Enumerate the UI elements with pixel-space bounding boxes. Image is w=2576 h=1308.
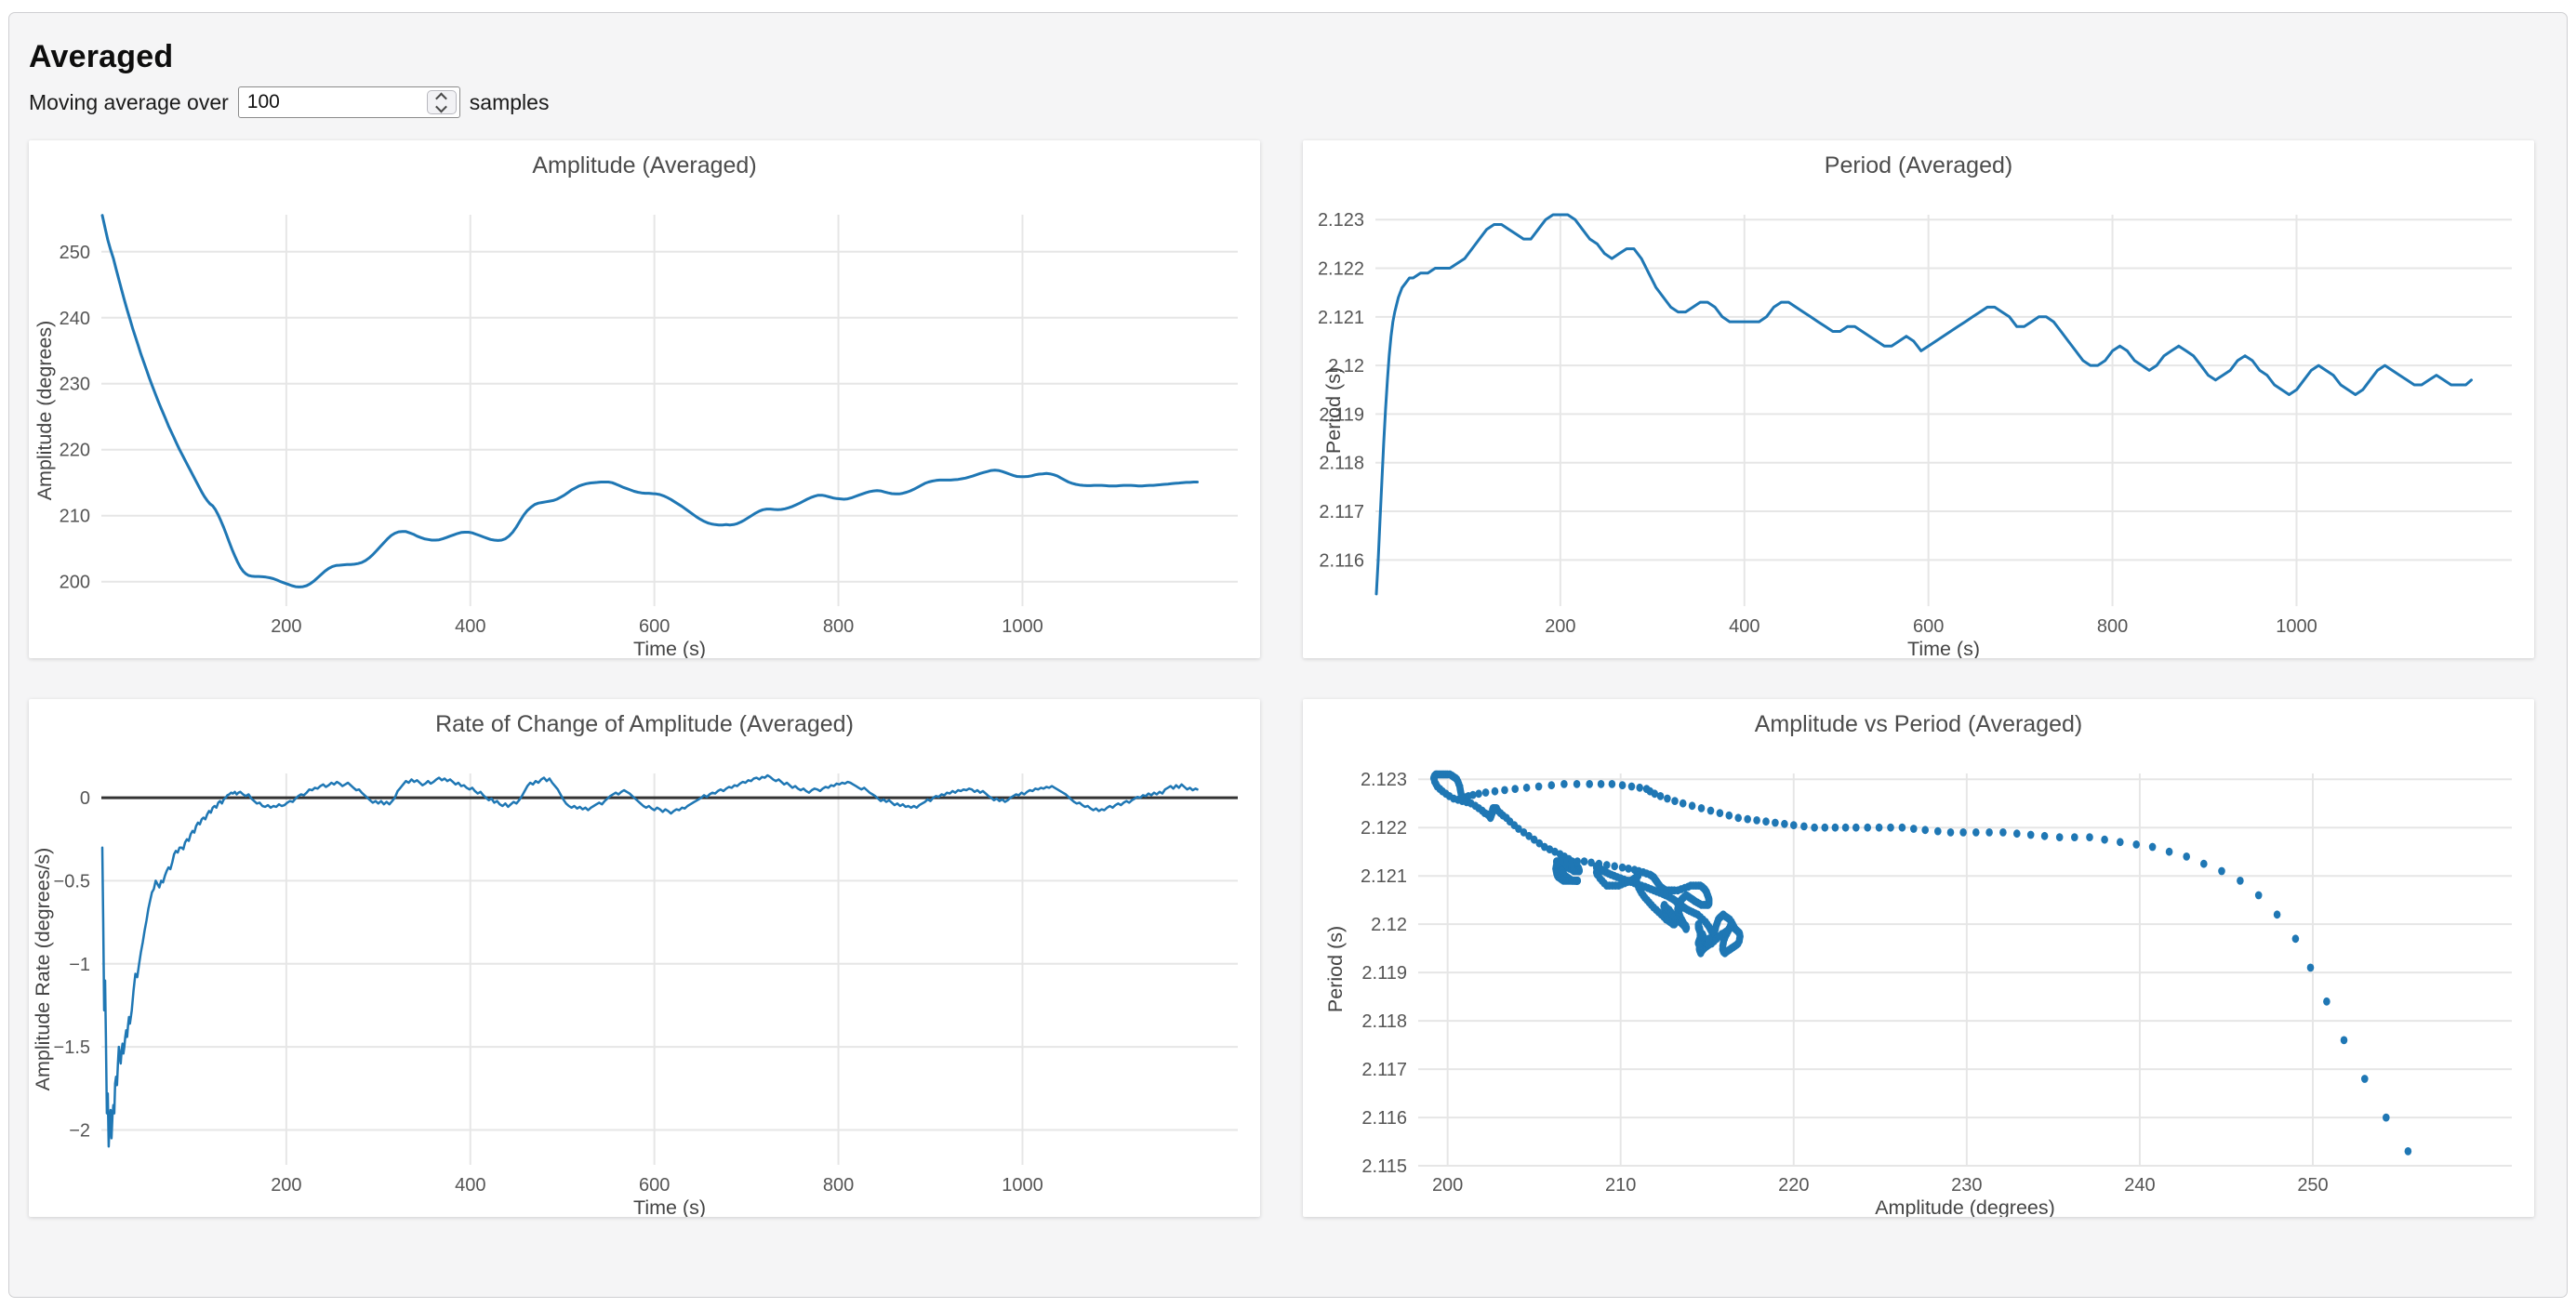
svg-text:220: 220 [1778, 1175, 1809, 1196]
svg-text:800: 800 [823, 616, 854, 637]
control-suffix: samples [469, 89, 550, 114]
svg-text:200: 200 [60, 573, 90, 593]
rate-chart-title: Rate of Change of Amplitude (Averaged) [435, 711, 854, 737]
rate-chart-panel: Rate of Change of Amplitude (Averaged) 2… [29, 699, 1260, 1217]
svg-text:0: 0 [80, 788, 90, 809]
svg-text:240: 240 [2124, 1175, 2155, 1196]
svg-text:800: 800 [2097, 616, 2128, 637]
period-chart-panel: Period (Averaged) 200 400 600 800 1000 2.116 2… [1303, 140, 2534, 658]
svg-text:220: 220 [60, 441, 90, 461]
svg-text:Amplitude Rate (degrees/s): Amplitude Rate (degrees/s) [32, 848, 54, 1091]
svg-text:2.115: 2.115 [1361, 1156, 1407, 1177]
svg-text:250: 250 [60, 243, 90, 263]
svg-text:600: 600 [639, 1175, 670, 1196]
svg-text:400: 400 [455, 1175, 485, 1196]
period-chart[interactable]: 200 400 600 800 1000 2.116 2.117 2.118 2.119 2.12… [1303, 140, 2534, 658]
charts-grid: Amplitude (Averaged) 200 400 600 800 1000 200… [29, 140, 2534, 1217]
moving-average-control: Moving average over samples [29, 86, 549, 118]
number-spinner[interactable] [426, 90, 457, 114]
svg-text:Amplitude (degrees): Amplitude (degrees) [33, 321, 56, 501]
amplitude-chart-panel: Amplitude (Averaged) 200 400 600 800 1000 200… [29, 140, 1260, 658]
svg-text:210: 210 [60, 507, 90, 527]
svg-text:2.121: 2.121 [1361, 866, 1407, 887]
period-chart-title: Period (Averaged) [1824, 152, 2013, 178]
rate-chart[interactable]: 200 400 600 800 1000 0 −0.5 −1 −1.5 −2 Time (s) Amp… [29, 699, 1260, 1217]
svg-text:230: 230 [1951, 1175, 1982, 1196]
svg-text:−0.5: −0.5 [54, 871, 90, 892]
phase-chart-title: Amplitude vs Period (Averaged) [1754, 711, 2083, 737]
amplitude-chart-title: Amplitude (Averaged) [532, 152, 757, 178]
svg-text:1000: 1000 [1002, 1175, 1043, 1196]
svg-text:200: 200 [1432, 1175, 1463, 1196]
svg-text:2.117: 2.117 [1319, 502, 1364, 522]
svg-text:2.123: 2.123 [1361, 770, 1407, 790]
amplitude-chart[interactable]: 200 400 600 800 1000 200 210 220 230 240 250 Time (… [29, 140, 1260, 658]
svg-text:2.119: 2.119 [1361, 963, 1407, 984]
svg-text:800: 800 [823, 1175, 854, 1196]
main-card: Averaged Moving average over samples Amp… [8, 12, 2568, 1298]
svg-text:2.123: 2.123 [1318, 210, 1364, 231]
svg-text:2.12: 2.12 [1371, 915, 1407, 935]
svg-text:240: 240 [60, 309, 90, 329]
svg-text:1000: 1000 [1002, 616, 1043, 637]
svg-text:200: 200 [271, 1175, 301, 1196]
svg-text:600: 600 [639, 616, 670, 637]
svg-text:Time (s): Time (s) [633, 1196, 706, 1217]
svg-text:2.116: 2.116 [1319, 550, 1364, 571]
svg-text:Time (s): Time (s) [633, 638, 706, 658]
svg-text:Period (s): Period (s) [1322, 367, 1345, 454]
svg-text:2.118: 2.118 [1319, 454, 1364, 474]
samples-input-field[interactable] [238, 87, 459, 117]
svg-text:1000: 1000 [2276, 616, 2317, 637]
svg-text:2.121: 2.121 [1318, 308, 1364, 328]
svg-text:2.117: 2.117 [1361, 1060, 1407, 1080]
svg-text:2.118: 2.118 [1361, 1011, 1407, 1032]
svg-text:2.12: 2.12 [1328, 356, 1364, 377]
phase-scatter-chart[interactable]: 200 210 220 230 240 250 2.115 2.116 2.117 2.118 2.… [1303, 699, 2534, 1217]
svg-text:400: 400 [455, 616, 485, 637]
spinner-down-icon[interactable] [435, 100, 448, 112]
svg-text:200: 200 [271, 616, 301, 637]
svg-text:2.122: 2.122 [1361, 818, 1407, 839]
svg-text:600: 600 [1913, 616, 1944, 637]
svg-text:−1.5: −1.5 [54, 1037, 90, 1058]
control-label: Moving average over [29, 89, 229, 114]
svg-text:−1: −1 [69, 955, 90, 975]
page-title: Averaged [29, 39, 174, 74]
svg-text:−2: −2 [69, 1120, 90, 1141]
svg-text:210: 210 [1605, 1175, 1636, 1196]
svg-text:250: 250 [2297, 1175, 2328, 1196]
svg-text:2.122: 2.122 [1318, 259, 1364, 280]
svg-text:2.119: 2.119 [1319, 404, 1364, 425]
phase-chart-panel: Amplitude vs Period (Averaged) 200 210 220… [1303, 699, 2534, 1217]
svg-text:2.116: 2.116 [1361, 1108, 1407, 1129]
svg-text:230: 230 [60, 375, 90, 395]
svg-text:Time (s): Time (s) [1907, 638, 1980, 658]
svg-text:Period (s): Period (s) [1324, 926, 1347, 1012]
svg-text:200: 200 [1545, 616, 1575, 637]
svg-text:400: 400 [1729, 616, 1759, 637]
samples-number-input[interactable] [237, 86, 460, 118]
svg-text:Amplitude (degrees): Amplitude (degrees) [1875, 1196, 2055, 1217]
